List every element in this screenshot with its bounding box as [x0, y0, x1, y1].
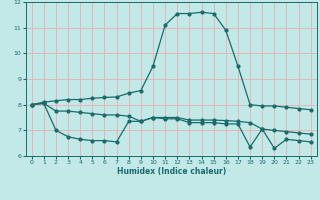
X-axis label: Humidex (Indice chaleur): Humidex (Indice chaleur)	[116, 167, 226, 176]
